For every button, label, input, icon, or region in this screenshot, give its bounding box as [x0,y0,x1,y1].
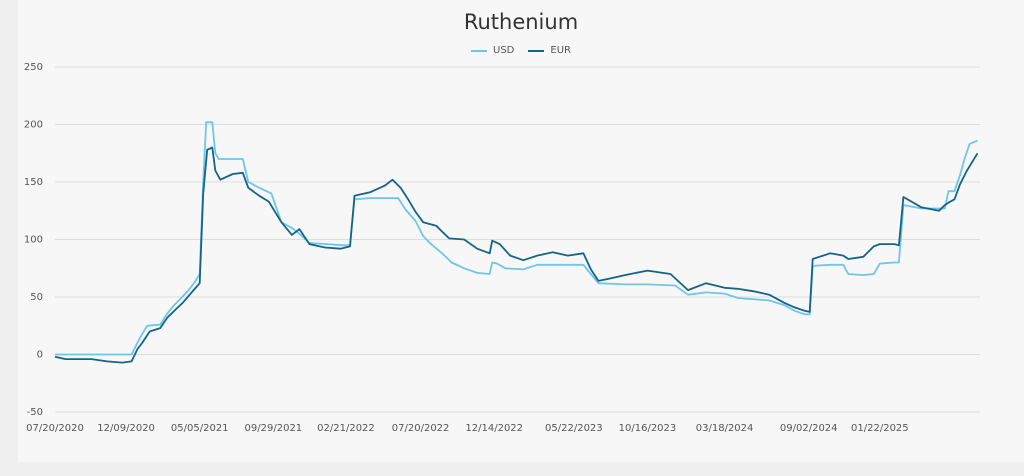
y-tick-label: 50 [30,292,43,303]
y-tick-label: 100 [24,235,43,246]
x-tick-label: 12/09/2020 [97,423,155,434]
x-tick-label: 07/20/2020 [26,423,84,434]
legend-label-usd: USD [493,45,515,56]
series-line-eur [54,146,979,364]
x-tick-label: 01/22/2025 [851,423,909,434]
x-tick-label: 05/05/2021 [171,423,229,434]
legend-label-eur: EUR [550,45,571,56]
x-tick-label: 12/14/2022 [465,423,523,434]
chart-legend: USD EUR [18,45,1024,56]
x-tick-label: 07/20/2022 [392,423,450,434]
legend-swatch-usd [471,49,488,52]
legend-item-usd[interactable]: USD [471,45,514,56]
legend-swatch-eur [528,49,545,52]
x-tick-label: 09/02/2024 [780,423,838,434]
chart-title: Ruthenium [463,10,579,34]
legend-item-eur[interactable]: EUR [528,45,571,56]
x-tick-label: 02/21/2022 [317,423,375,434]
y-tick-label: 150 [24,177,43,188]
x-tick-label: 03/18/2024 [696,423,754,434]
x-tick-label: 09/29/2021 [245,423,303,434]
y-tick-label: 0 [37,350,43,361]
y-tick-label: 250 [24,62,43,73]
chart-card: Ruthenium USD EUR [18,0,1024,462]
x-tick-label: 05/22/2023 [545,423,603,434]
y-tick-label: -50 [27,407,43,418]
x-tick-label: 10/16/2023 [619,423,677,434]
y-tick-label: 200 [24,120,43,131]
series-line-usd [55,121,978,356]
